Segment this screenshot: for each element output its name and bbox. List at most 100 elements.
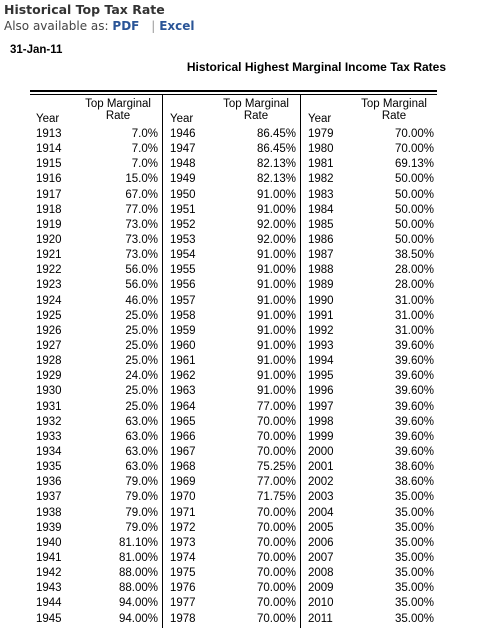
year-cell: 1984 bbox=[308, 203, 334, 216]
rate-cell: 39.60% bbox=[394, 445, 434, 458]
year-cell: 1936 bbox=[36, 476, 62, 489]
year-cell: 1987 bbox=[308, 249, 334, 262]
year-header: Year bbox=[36, 113, 60, 125]
rate-cell: 70.00% bbox=[256, 536, 296, 549]
year-header: Year bbox=[170, 113, 194, 125]
rate-cell: 88.00% bbox=[118, 582, 158, 595]
rate-cell: 38.50% bbox=[394, 249, 434, 262]
rate-cell: 35.00% bbox=[394, 597, 434, 610]
table-row: 1963 91.00% bbox=[164, 384, 299, 399]
table-row: 1928 25.0% bbox=[30, 354, 161, 369]
pdf-link[interactable]: PDF bbox=[112, 19, 140, 33]
year-cell: 1979 bbox=[308, 128, 334, 140]
table-row: 1969 77.00% bbox=[164, 475, 299, 490]
table-row: 1998 39.60% bbox=[302, 415, 437, 430]
rate-cell: 7.0% bbox=[131, 143, 158, 156]
table-row: 1931 25.0% bbox=[30, 400, 161, 415]
rate-cell: 86.45% bbox=[256, 128, 296, 140]
rate-cell: 35.00% bbox=[394, 551, 434, 564]
table-row: 1933 63.0% bbox=[30, 430, 161, 445]
year-header: Year bbox=[308, 113, 332, 125]
table-row: 1978 70.00% bbox=[164, 612, 299, 627]
year-cell: 1944 bbox=[36, 597, 62, 610]
year-cell: 1956 bbox=[170, 279, 196, 292]
table-row: 1984 50.00% bbox=[302, 203, 437, 218]
year-cell: 1976 bbox=[170, 582, 196, 595]
table-row: 1950 91.00% bbox=[164, 188, 299, 203]
year-cell: 1982 bbox=[308, 173, 334, 186]
table-row: 1995 39.60% bbox=[302, 369, 437, 384]
rate-cell: 70.00% bbox=[256, 415, 296, 428]
year-cell: 1942 bbox=[36, 567, 62, 580]
year-cell: 1992 bbox=[308, 324, 334, 337]
table-row: 1996 39.60% bbox=[302, 384, 437, 399]
year-cell: 2006 bbox=[308, 536, 334, 549]
rate-cell: 50.00% bbox=[394, 233, 434, 246]
table-row: 1942 88.00% bbox=[30, 566, 161, 581]
table-row: 1918 77.0% bbox=[30, 203, 161, 218]
table-row: 1938 79.0% bbox=[30, 506, 161, 521]
table-row: 1953 92.00% bbox=[164, 233, 299, 248]
table-row: 1922 56.0% bbox=[30, 263, 161, 278]
rate-cell: 86.45% bbox=[256, 143, 296, 156]
table-row: 1956 91.00% bbox=[164, 278, 299, 293]
rate-cell: 38.60% bbox=[394, 476, 434, 489]
table-row: 1983 50.00% bbox=[302, 188, 437, 203]
rate-cell: 91.00% bbox=[256, 188, 296, 201]
table-row: 2004 35.00% bbox=[302, 506, 437, 521]
year-cell: 1929 bbox=[36, 370, 62, 383]
rate-cell: 25.0% bbox=[125, 385, 158, 398]
table-row: 1919 73.0% bbox=[30, 218, 161, 233]
table-row: 1955 91.00% bbox=[164, 263, 299, 278]
rate-cell: 73.0% bbox=[125, 233, 158, 246]
excel-link[interactable]: Excel bbox=[159, 19, 195, 33]
rate-cell: 35.00% bbox=[394, 582, 434, 595]
year-cell: 1997 bbox=[308, 400, 334, 413]
rate-cell: 7.0% bbox=[131, 158, 158, 171]
rate-cell: 70.00% bbox=[256, 445, 296, 458]
table-top-rule-thin bbox=[30, 94, 437, 95]
rate-cell: 28.00% bbox=[394, 279, 434, 292]
rate-cell: 94.00% bbox=[118, 597, 158, 610]
link-separator: | bbox=[151, 19, 156, 33]
rate-cell: 91.00% bbox=[256, 355, 296, 368]
table-row: 1941 81.00% bbox=[30, 551, 161, 566]
year-cell: 1958 bbox=[170, 309, 196, 322]
year-cell: 1959 bbox=[170, 324, 196, 337]
year-cell: 1930 bbox=[36, 385, 62, 398]
rate-cell: 91.00% bbox=[256, 309, 296, 322]
table-row: 1990 31.00% bbox=[302, 294, 437, 309]
column-divider bbox=[162, 95, 163, 628]
rate-cell: 70.00% bbox=[256, 597, 296, 610]
year-cell: 1995 bbox=[308, 370, 334, 383]
rate-cell: 79.0% bbox=[125, 506, 158, 519]
year-cell: 1973 bbox=[170, 536, 196, 549]
rate-cell: 77.00% bbox=[256, 400, 296, 413]
table-row: 1926 25.0% bbox=[30, 324, 161, 339]
year-cell: 1941 bbox=[36, 551, 62, 564]
rate-cell: 25.0% bbox=[125, 355, 158, 368]
table-row: 1932 63.0% bbox=[30, 415, 161, 430]
rate-cell: 91.00% bbox=[256, 370, 296, 383]
rate-cell: 77.00% bbox=[256, 476, 296, 489]
year-cell: 1931 bbox=[36, 400, 62, 413]
table-row: 1975 70.00% bbox=[164, 566, 299, 581]
rate-cell: 91.00% bbox=[256, 203, 296, 216]
table-row: 1943 88.00% bbox=[30, 581, 161, 596]
year-cell: 1914 bbox=[36, 143, 62, 156]
rate-header-line1: Top Marginal bbox=[85, 98, 151, 110]
table-row: 1954 91.00% bbox=[164, 248, 299, 263]
year-cell: 1935 bbox=[36, 461, 62, 474]
table-row: 1982 50.00% bbox=[302, 172, 437, 187]
year-cell: 1945 bbox=[36, 612, 62, 625]
year-cell: 1977 bbox=[170, 597, 196, 610]
year-cell: 1957 bbox=[170, 294, 196, 307]
column-divider bbox=[300, 95, 301, 628]
rate-cell: 31.00% bbox=[394, 324, 434, 337]
table-row: 1949 82.13% bbox=[164, 172, 299, 187]
year-cell: 1954 bbox=[170, 249, 196, 262]
table-row: 1923 56.0% bbox=[30, 278, 161, 293]
rate-cell: 91.00% bbox=[256, 294, 296, 307]
table-row: 1999 39.60% bbox=[302, 430, 437, 445]
year-cell: 1961 bbox=[170, 355, 196, 368]
